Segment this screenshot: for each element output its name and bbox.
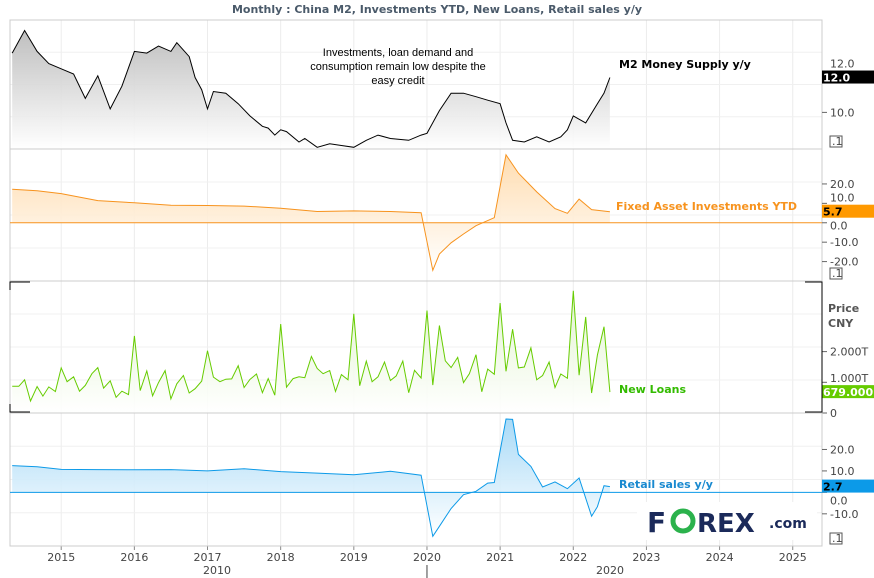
last-value-badge	[822, 70, 874, 84]
y-tick-label: -10.0	[830, 508, 858, 521]
panel-frame	[9, 412, 823, 547]
x-tick-label: 2023	[632, 551, 660, 564]
x-tick-label: 2024	[706, 551, 734, 564]
panel-bracket	[9, 281, 823, 413]
series-area-3	[12, 419, 610, 537]
series-label: Retail sales y/y	[619, 478, 713, 491]
forex-logo-bg	[637, 502, 817, 540]
scale-box	[829, 267, 843, 280]
series-line-3	[12, 418, 610, 538]
last-value: 12.0	[823, 72, 850, 85]
series-label: M2 Money Supply y/y	[619, 58, 751, 71]
x-tick-label: 2017	[194, 551, 222, 564]
series-label: New Loans	[619, 383, 686, 396]
x-decade-label: 2020	[596, 564, 624, 577]
scale-label: .1	[832, 135, 843, 148]
chart-title: Monthly : China M2, Investments YTD, New…	[232, 3, 642, 16]
annotation-line: Investments, loan demand and	[323, 47, 473, 59]
x-tick-label: 2021	[486, 551, 514, 564]
y-tick-label: 1.000T	[830, 372, 868, 385]
scale-box	[829, 135, 843, 148]
y-tick-label: 0	[830, 407, 837, 420]
series-area-1	[12, 154, 610, 271]
annotation-line: easy credit	[371, 75, 424, 87]
x-tick-label: 2015	[47, 551, 75, 564]
scale-label: .1	[832, 532, 843, 545]
series-area-0	[12, 30, 610, 149]
last-value-badge	[822, 204, 874, 218]
last-value: 679.000B	[823, 386, 874, 399]
series-line-2	[12, 290, 611, 403]
y-tick-label: 10.0	[830, 465, 855, 478]
y-tick-label: 0.0	[830, 220, 848, 233]
x-tick-label: 2022	[559, 551, 587, 564]
last-value: 2.7	[823, 481, 843, 494]
annotation-line: consumption remain low despite the	[310, 61, 485, 73]
last-value-badge	[822, 479, 874, 493]
forex-logo-com: .com	[769, 516, 807, 532]
forex-logo-rex: REX	[697, 509, 755, 539]
y-tick-label: 2.000T	[830, 346, 868, 359]
last-value-badge	[822, 385, 874, 399]
series-area-2	[12, 290, 610, 413]
series-label: Fixed Asset Investments YTD	[616, 200, 797, 213]
x-tick-label: 2016	[120, 551, 148, 564]
last-value: 5.7	[823, 206, 843, 219]
x-decade-label: 2010	[203, 564, 231, 577]
x-tick-label: 2020	[413, 551, 441, 564]
y-tick-label: -20.0	[830, 256, 858, 269]
x-tick-label: 2019	[340, 551, 368, 564]
scale-label: .1	[832, 267, 843, 280]
scale-box	[829, 532, 843, 545]
series-line-1	[12, 153, 610, 273]
forex-logo-o	[670, 508, 696, 534]
y-tick-label: 10.0	[830, 106, 855, 119]
y-tick-label: 12.0	[830, 58, 855, 71]
forex-logo-f: F	[647, 506, 666, 539]
y-tick-label: 10.0	[830, 192, 855, 205]
series-line-0	[11, 29, 611, 148]
unit-label: Price CNY	[828, 302, 859, 330]
y-tick-label: -10.0	[830, 236, 858, 249]
y-tick-label: 20.0	[830, 178, 855, 191]
y-tick-label: 20.0	[830, 443, 855, 456]
x-tick-label: 2025	[779, 551, 807, 564]
x-tick-label: 2018	[267, 551, 295, 564]
y-tick-label: 0.0	[830, 495, 848, 508]
